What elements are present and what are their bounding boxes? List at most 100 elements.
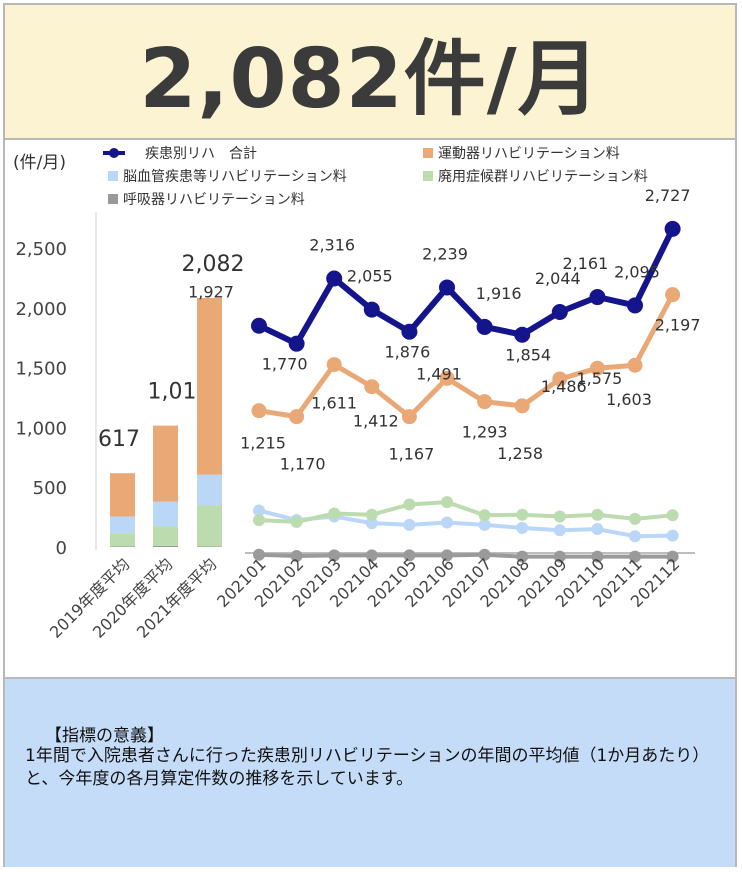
point-total	[288, 335, 305, 352]
series-line-resp	[258, 552, 673, 559]
footer-panel: 【指標の意義】 1年間で入院患者さんに行った疾患別リハビリテーションの年間の平均…	[5, 677, 735, 867]
motor-data-label: 1,258	[497, 444, 543, 463]
point-motor	[251, 403, 267, 419]
motor-data-label: 1,170	[280, 455, 326, 474]
bar-segment-resp	[110, 546, 135, 547]
point-motor	[326, 357, 342, 373]
motor-data-label: 1,412	[353, 412, 399, 431]
point-motor	[439, 370, 455, 386]
motor-data-label: 1,491	[416, 364, 462, 383]
point-motor	[364, 379, 380, 395]
point-total	[514, 326, 531, 343]
total-data-label: 1,927	[188, 283, 234, 302]
point-resp	[253, 548, 265, 561]
point-total	[401, 323, 418, 340]
motor-data-label: 1,611	[311, 394, 357, 413]
point-total	[363, 301, 380, 318]
footer-body: 1年間で入院患者さんに行った疾患別リハビリテーションの年間の平均値（1か月あたり…	[25, 746, 710, 789]
point-motor	[477, 394, 493, 410]
point-resp	[666, 550, 679, 563]
legend-marker-motor	[423, 148, 433, 158]
point-motor	[514, 398, 530, 414]
y-axis-title: (件/月)	[13, 153, 66, 173]
point-disuse	[365, 508, 378, 521]
total-data-label: 2,316	[309, 235, 355, 254]
point-disuse	[516, 508, 529, 521]
total-data-label: 2,044	[535, 269, 581, 288]
series-line-disuse	[258, 500, 673, 524]
point-disuse	[629, 512, 641, 525]
legend-label-disuse: 廃用症候群リハビリテーション料	[438, 168, 648, 185]
legend-marker-total-dot	[109, 148, 119, 158]
point-cerebro	[553, 524, 566, 537]
motor-data-label: 2,197	[655, 316, 701, 335]
legend-marker-cerebro	[108, 171, 118, 181]
point-resp	[516, 550, 529, 563]
y-tick-label: 2,500	[15, 239, 67, 260]
point-cerebro	[441, 516, 453, 529]
legend-label-cerebro: 脳血管疾患等リハビリテーション料	[123, 168, 347, 185]
y-tick-label: 500	[33, 478, 67, 499]
y-tick-label: 1,500	[15, 359, 67, 380]
point-motor	[552, 371, 568, 387]
bar-segment-resp	[197, 546, 222, 547]
point-resp	[290, 549, 303, 562]
point-resp	[478, 548, 491, 561]
motor-data-label: 1,293	[462, 423, 508, 442]
point-resp	[591, 550, 604, 563]
point-total	[326, 270, 343, 287]
total-data-label: 1,854	[505, 346, 551, 365]
total-data-label: 1,876	[384, 343, 430, 362]
total-data-label: 2,055	[347, 267, 393, 286]
point-cerebro	[365, 517, 378, 530]
total-data-label: 2,161	[562, 254, 608, 273]
bar-segment-resp	[153, 545, 178, 547]
point-motor	[401, 409, 417, 425]
legend-label-resp: 呼吸器リハビリテーション料	[123, 192, 305, 208]
bar-total-label: 617	[98, 427, 140, 452]
bar-segment-motor	[197, 297, 222, 475]
bar-segment-motor	[110, 473, 135, 517]
total-data-label: 1,770	[262, 355, 308, 374]
point-cerebro	[629, 530, 641, 543]
point-cerebro	[403, 518, 416, 531]
chart-area: (件/月) 0 500 1,000 1,500 2,000 2,500 疾患別リハ 合計 運動器…	[5, 140, 735, 676]
total-data-label: 1,916	[476, 284, 522, 303]
point-disuse	[290, 515, 303, 528]
point-cerebro	[666, 529, 679, 542]
bar-segment-disuse	[197, 505, 222, 547]
total-data-label: 2,239	[422, 244, 468, 263]
series-line-cerebro	[258, 508, 673, 539]
legend-label-motor: 運動器リハビリテーション料	[438, 146, 620, 162]
point-motor	[589, 360, 605, 376]
bar-segment-cerebro	[110, 516, 135, 534]
headline-value: 2,082件/月	[139, 32, 601, 127]
point-total	[251, 317, 267, 334]
footer-title: 【指標の意義】	[45, 726, 164, 746]
point-resp	[553, 550, 566, 563]
point-disuse	[553, 510, 566, 523]
motor-data-label: 1,603	[606, 390, 652, 409]
point-total	[664, 220, 681, 237]
point-resp	[328, 549, 341, 562]
point-resp	[365, 549, 378, 562]
point-resp	[629, 550, 641, 563]
motor-data-label: 1,575	[576, 369, 622, 388]
point-cerebro	[478, 518, 491, 531]
total-data-label: 2,727	[645, 186, 691, 205]
point-total	[439, 279, 455, 296]
point-total	[476, 318, 493, 335]
bar-segment-cerebro	[153, 501, 178, 527]
point-disuse	[441, 496, 453, 509]
point-disuse	[478, 509, 491, 522]
rehab-chart: (件/月) 0 500 1,000 1,500 2,000 2,500 疾患別リハ 合計 運動器…	[13, 146, 701, 642]
point-disuse	[403, 498, 416, 511]
motor-data-label: 1,215	[240, 434, 286, 453]
point-disuse	[253, 514, 265, 527]
total-data-label: 2,095	[614, 262, 660, 281]
point-disuse	[591, 508, 604, 521]
point-resp	[403, 549, 416, 562]
bar-segment-motor	[153, 425, 178, 502]
motor-data-label: 1,486	[541, 377, 587, 396]
legend-marker-disuse	[423, 171, 433, 181]
